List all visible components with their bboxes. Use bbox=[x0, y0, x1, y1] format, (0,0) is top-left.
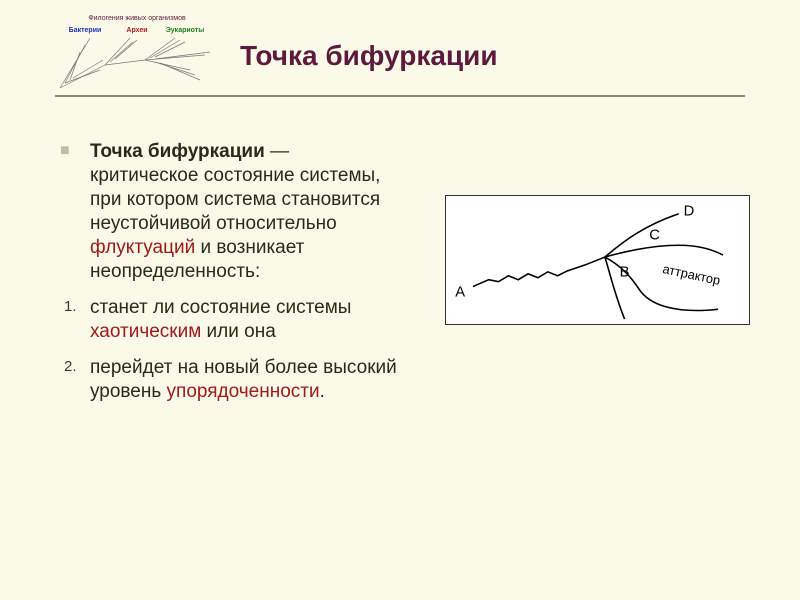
square-bullet-icon: ■ bbox=[60, 140, 90, 284]
list-number: 1. bbox=[60, 296, 90, 344]
content-body: ■ Точка бифуркации — критическое состоян… bbox=[60, 140, 400, 416]
label-d: D bbox=[684, 204, 695, 220]
list-item-1: 1. станет ли состояние системы хаотическ… bbox=[60, 296, 400, 344]
bullet-definition: ■ Точка бифуркации — критическое состоян… bbox=[60, 140, 400, 284]
branch-c bbox=[605, 245, 723, 257]
bifurcation-diagram: A B C D аттрактор bbox=[445, 195, 750, 325]
thumb-label-2: Эукариоты bbox=[166, 27, 204, 34]
item1-text: станет ли состояние системы хаотическим … bbox=[90, 296, 400, 344]
term: Точка бифуркации bbox=[90, 141, 265, 162]
label-a: A bbox=[455, 284, 465, 300]
phylogeny-thumbnail: Филогения живых организмов Бактерии Архе… bbox=[55, 10, 220, 95]
item2-text: перейдет на новый более высокий уровень … bbox=[90, 356, 400, 404]
label-attractor: аттрактор bbox=[661, 261, 721, 288]
page-title: Точка бифуркации bbox=[240, 40, 498, 72]
highlight-order: упорядоченности bbox=[167, 381, 320, 402]
highlight-chaotic: хаотическим bbox=[90, 321, 201, 342]
thumb-label-0: Бактерии bbox=[69, 27, 102, 34]
thumb-tree bbox=[60, 38, 210, 88]
header: Филогения живых организмов Бактерии Архе… bbox=[55, 10, 745, 100]
label-b: B bbox=[620, 265, 630, 281]
thumb-caption: Филогения живых организмов bbox=[88, 15, 186, 22]
thumb-label-1: Археи bbox=[126, 27, 147, 34]
definition-text: Точка бифуркации — критическое состояние… bbox=[90, 140, 400, 284]
label-c: C bbox=[649, 227, 660, 243]
divider bbox=[55, 95, 745, 97]
branch-d bbox=[605, 214, 679, 257]
trunk-path bbox=[473, 257, 605, 287]
highlight-fluctuations: флуктуаций bbox=[90, 237, 195, 258]
list-number: 2. bbox=[60, 356, 90, 404]
list-item-2: 2. перейдет на новый более высокий урове… bbox=[60, 356, 400, 404]
